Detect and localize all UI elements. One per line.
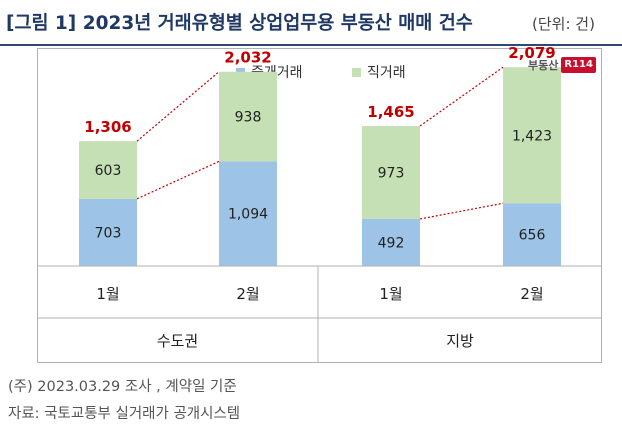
- chart-frame: [37, 48, 602, 363]
- value-label-brokered: 703: [95, 225, 122, 241]
- value-label-brokered: 492: [378, 235, 405, 251]
- connector-total: [419, 66, 504, 127]
- logo-text: 부동산: [528, 59, 559, 72]
- footnote: (주) 2023.03.29 조사 , 계약일 기준: [8, 379, 237, 395]
- value-label-direct: 938: [235, 110, 262, 126]
- value-label-brokered: 656: [519, 228, 546, 244]
- connector-total: [136, 71, 220, 142]
- bar-brokered: [219, 161, 277, 266]
- source-note: 자료: 국토교통부 실거래가 공개시스템: [8, 406, 241, 422]
- connector-brokered: [419, 202, 504, 220]
- legend-swatch: [352, 68, 361, 77]
- page-title: [그림 1] 2023년 거래유형별 상업업무용 부동산 매매 건수: [6, 13, 473, 34]
- connector-brokered: [136, 160, 220, 200]
- month-label: 1월: [379, 285, 402, 303]
- title-divider: [0, 44, 622, 46]
- value-label-direct: 1,423: [512, 128, 552, 144]
- bar-direct: [362, 125, 420, 219]
- month-label: 1월: [96, 285, 119, 303]
- value-label-direct: 973: [378, 165, 405, 181]
- bar-brokered: [503, 203, 561, 266]
- bar-brokered: [79, 198, 137, 266]
- value-label-brokered: 1,094: [228, 207, 268, 223]
- group-label: 지방: [446, 332, 474, 350]
- total-label: 2,032: [224, 49, 271, 67]
- total-label: 1,465: [367, 103, 414, 121]
- legend-label: 직거래: [367, 65, 406, 81]
- bar-direct: [503, 67, 561, 204]
- bar-brokered: [362, 218, 420, 266]
- bar-direct: [219, 71, 277, 162]
- logo: 부동산 R114: [528, 55, 596, 75]
- logo-badge: R114: [561, 57, 596, 73]
- value-label-direct: 603: [95, 163, 122, 179]
- bar-direct: [79, 141, 137, 199]
- group-label: 수도권: [157, 332, 198, 350]
- total-label: 2,079: [508, 44, 555, 62]
- unit-label: (단위: 건): [532, 15, 595, 33]
- total-label: 1,306: [84, 118, 131, 136]
- month-label: 2월: [520, 285, 543, 303]
- month-label: 2월: [236, 285, 259, 303]
